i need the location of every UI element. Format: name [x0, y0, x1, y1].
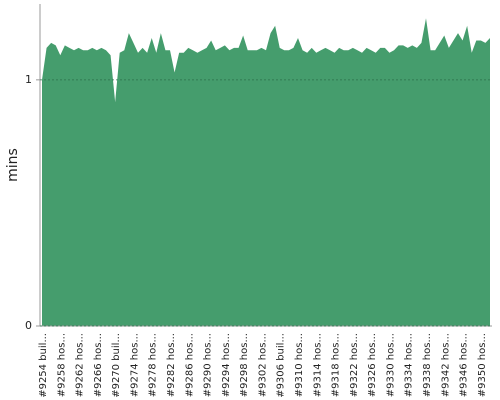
x-tick-label: #9306 buil...	[276, 333, 287, 398]
x-tick-label: #9334 hos...	[404, 333, 415, 397]
x-tick-label: #9286 hos...	[184, 333, 195, 397]
x-tick-label: #9290 hos...	[203, 333, 214, 397]
y-axis-label: mins	[5, 148, 21, 182]
x-tick-label: #9282 hos...	[166, 333, 177, 397]
x-tick-label: #9326 hos...	[367, 333, 378, 397]
x-tick-label: #9314 hos...	[312, 333, 323, 397]
x-tick-label: #9262 hos...	[75, 333, 86, 397]
x-tick-label: #9270 buil...	[111, 333, 122, 398]
x-tick-label: #9346 hos...	[459, 333, 470, 397]
x-tick-label: #9254 buil...	[38, 333, 49, 398]
x-tick-label: #9310 hos...	[294, 333, 305, 397]
x-tick-label: #9266 hos...	[93, 333, 104, 397]
y-tick-label: 0	[25, 319, 32, 332]
x-tick-label: #9330 hos...	[385, 333, 396, 397]
x-tick-label: #9258 hos...	[56, 333, 67, 397]
x-tick-label: #9322 hos...	[349, 333, 360, 397]
x-tick-label: #9274 hos...	[129, 333, 140, 397]
x-tick-label: #9302 hos...	[257, 333, 268, 397]
x-tick-label: #9294 hos...	[221, 333, 232, 397]
x-tick-label: #9298 hos...	[239, 333, 250, 397]
x-tick-label: #9338 hos...	[422, 333, 433, 397]
x-tick-label: #9318 hos...	[331, 333, 342, 397]
x-tick-label: #9278 hos...	[148, 333, 159, 397]
x-tick-label: #9350 hos...	[477, 333, 488, 397]
x-tick-label: #9342 hos...	[440, 333, 451, 397]
y-tick-label: 1	[25, 73, 32, 86]
area	[42, 18, 490, 327]
